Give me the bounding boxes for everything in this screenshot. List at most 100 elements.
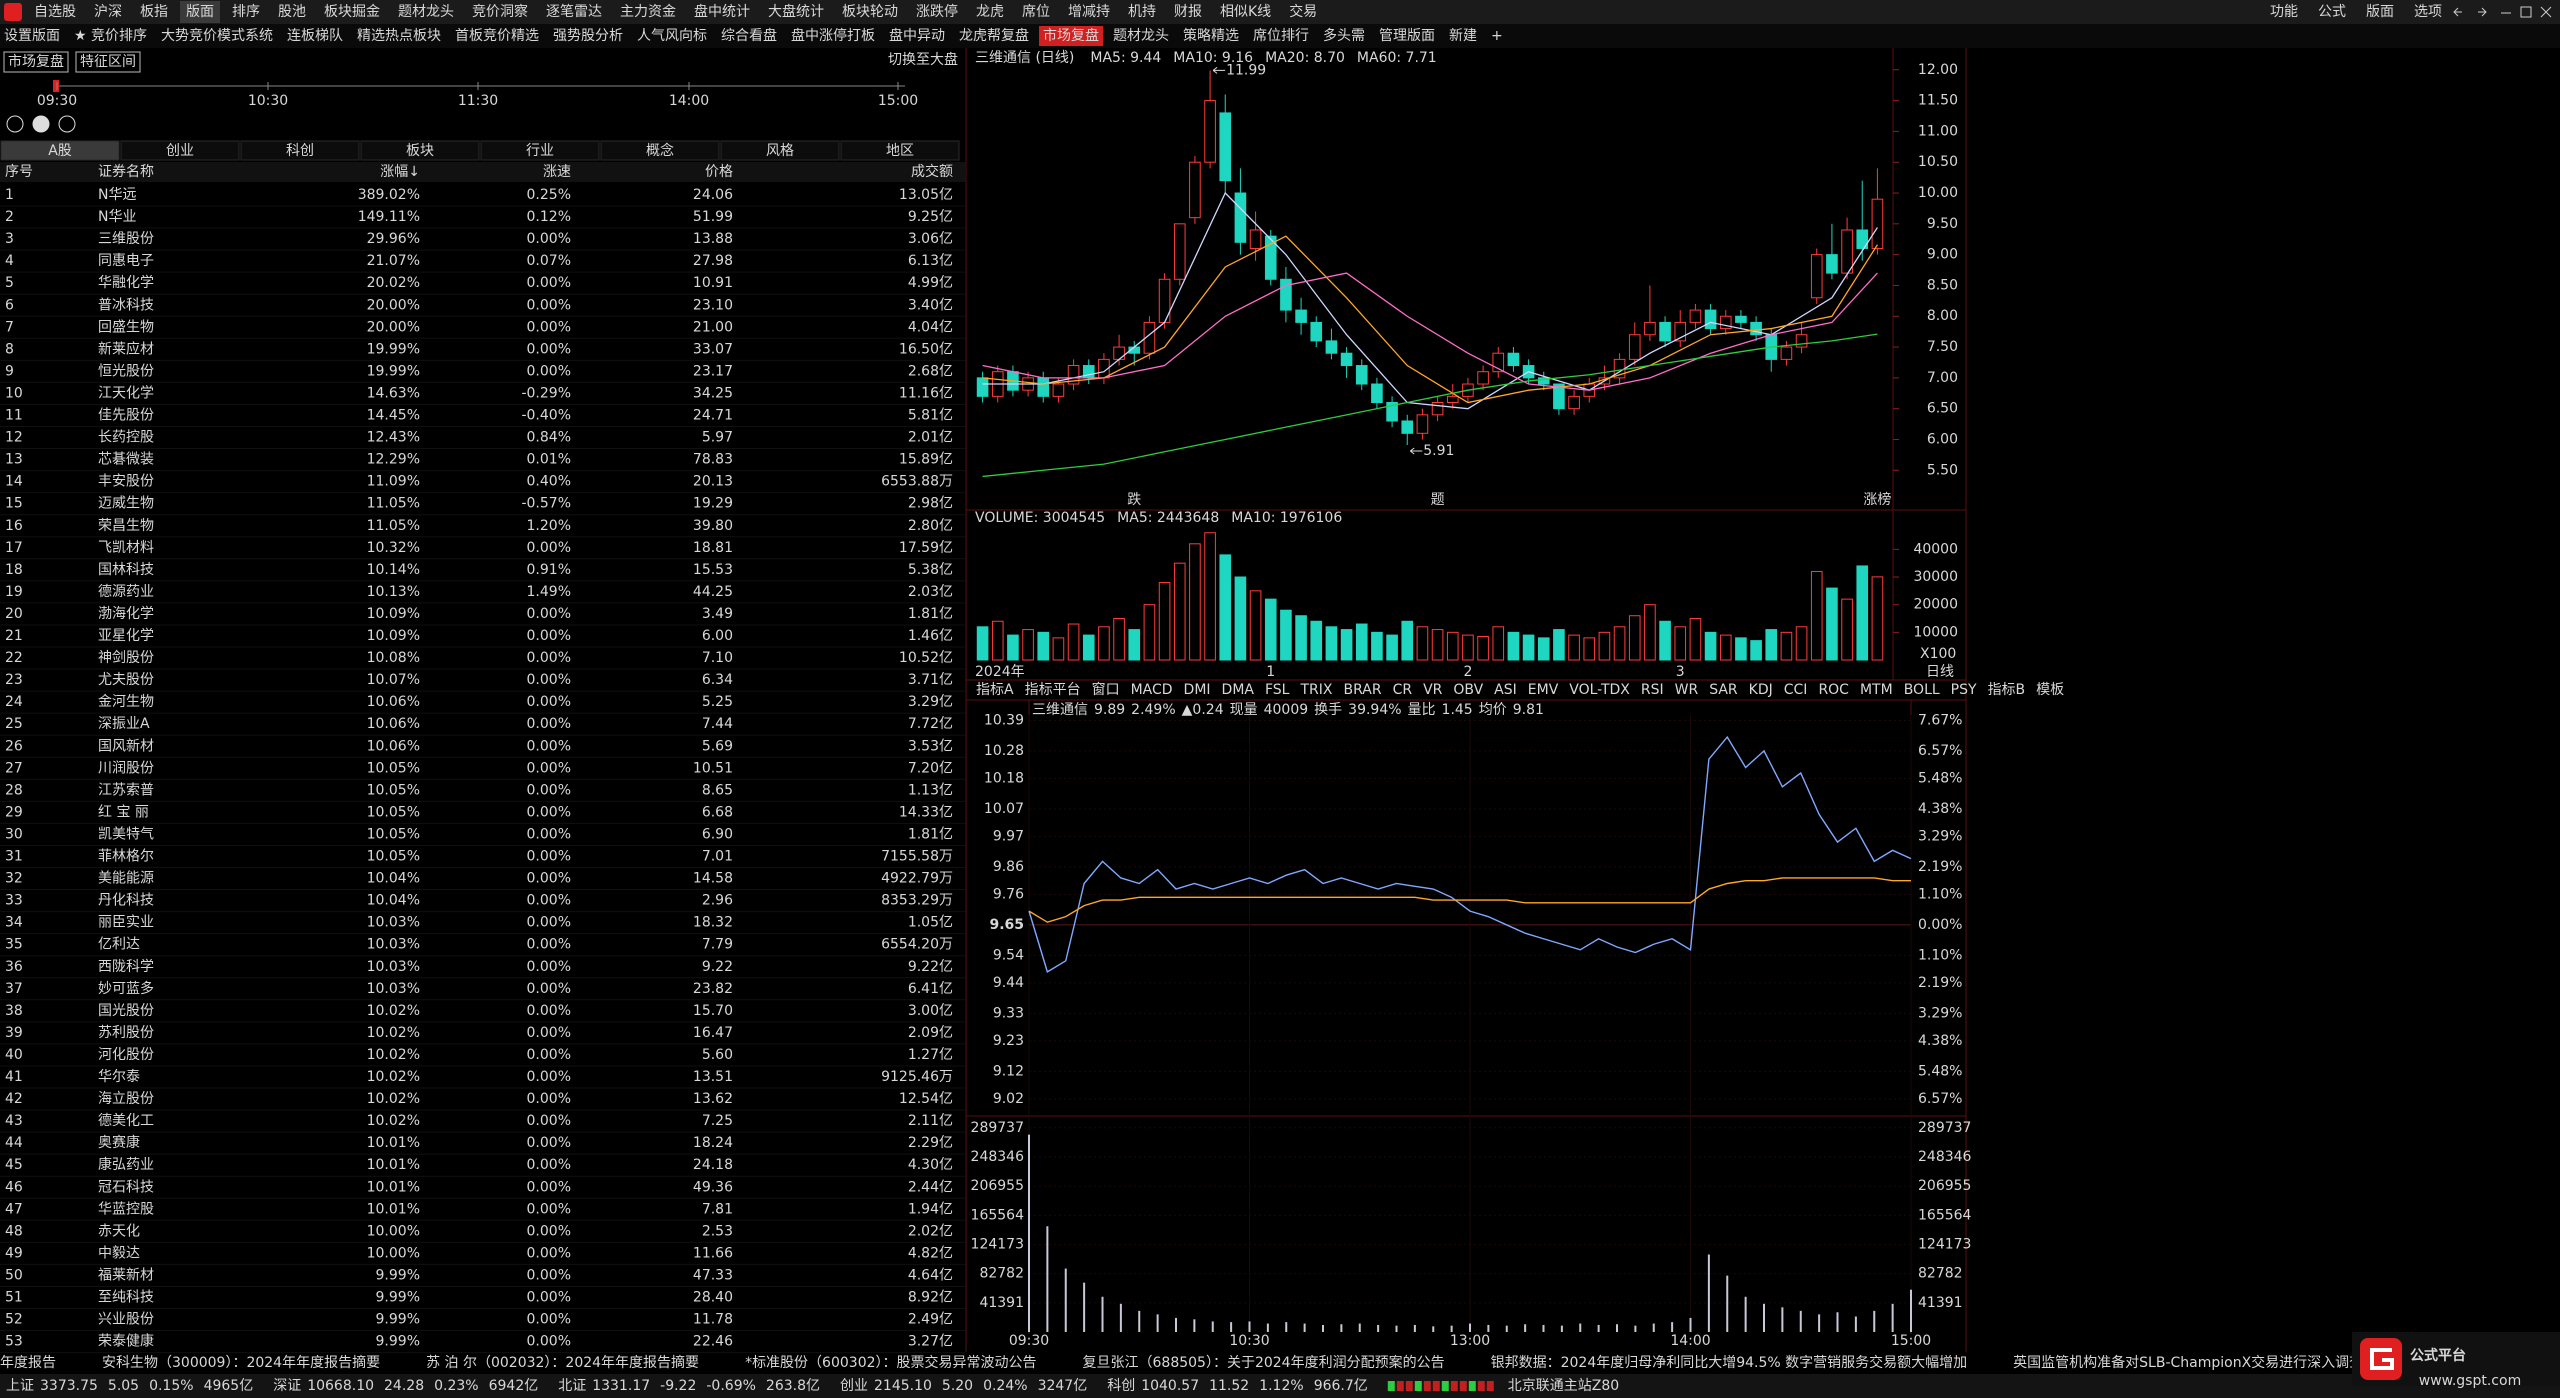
news-item[interactable]: 复旦张江（688505）：关于2024年度利润分配预案的公告 [1083,1354,1445,1371]
menu-item[interactable]: 选项 [2414,4,2442,20]
indicator-tab[interactable]: 窗口 [1092,681,1120,698]
tab[interactable]: 盘中涨停打板 [791,27,875,44]
panel-button-frame[interactable] [3,51,69,73]
indicator-tab[interactable]: FSL [1265,682,1290,698]
tab[interactable]: 管理版面 [1379,28,1435,44]
indicator-tab[interactable]: EMV [1528,682,1559,698]
menu-item[interactable]: 板指 [140,4,168,20]
news-item[interactable]: 安科生物（300009）：2024年年度报告摘要 [102,1354,380,1371]
indicator-tab[interactable]: BOLL [1904,682,1940,698]
menu-item[interactable]: 席位 [1022,4,1050,20]
menu-item[interactable]: 沪深 [94,4,122,20]
menu-item[interactable]: 股池 [278,4,306,20]
indicator-tab[interactable]: 指标B [1988,682,2026,698]
indicator-tab[interactable]: VR [1423,682,1443,698]
tab[interactable]: 人气风向标 [637,28,707,44]
tab[interactable]: 盘中异动 [889,27,945,44]
tab[interactable]: 策略精选 [1183,27,1239,44]
indicator-tab[interactable]: ASI [1494,682,1517,698]
menu-item[interactable]: 自选股 [34,4,76,20]
playback-button[interactable] [6,115,24,133]
category-tab-bg[interactable] [600,140,720,161]
panel-button-frame[interactable] [75,51,141,73]
category-tab[interactable]: 概念 [646,142,674,159]
panel-button[interactable]: 市场复盘 [8,53,64,70]
indicator-tab[interactable]: WR [1675,682,1699,698]
app-icon[interactable] [4,3,22,21]
menu-item[interactable]: 机持 [1128,4,1156,20]
menu-item[interactable]: 版面 [186,4,214,20]
news-item[interactable]: 银邦数据：2024年度归母净利同比大增94.5% 数字营销服务交易额大幅增加 [1491,1354,1968,1371]
category-tab[interactable]: A股 [48,143,72,159]
tab[interactable]: 题材龙头 [1113,28,1169,44]
category-tab[interactable]: 科创 [286,143,314,159]
menu-item[interactable]: 盘中统计 [694,3,750,20]
playback-button[interactable] [58,115,76,133]
column-header[interactable]: 成交额 [911,163,953,180]
tab[interactable]: 龙虎帮复盘 [959,27,1029,44]
indicator-tab[interactable]: DMI [1184,682,1211,698]
window-control[interactable] [2478,7,2487,17]
menu-item[interactable]: 版面 [2366,4,2394,20]
indicator-tab[interactable]: 指标平台 [1025,682,1081,698]
tab[interactable]: 市场复盘 [1043,27,1099,44]
menu-item[interactable]: 功能 [2270,4,2298,20]
window-control[interactable] [2453,7,2462,17]
news-item[interactable]: 年度报告 [0,1355,56,1371]
tab[interactable]: 精选热点板块 [357,28,441,44]
category-tab-bg[interactable] [720,140,840,161]
column-header[interactable]: 序号 [5,164,33,180]
menu-item[interactable]: 龙虎 [976,4,1004,20]
window-control[interactable] [2540,6,2552,18]
tab[interactable]: 连板梯队 [287,28,343,44]
slider-handle[interactable] [53,80,59,92]
tab[interactable]: 强势股分析 [553,28,623,44]
indicator-tab[interactable]: KDJ [1749,682,1773,698]
tab[interactable]: + [1491,28,1503,44]
category-tab[interactable]: 板块 [406,143,434,159]
menu-item[interactable]: 大盘统计 [768,3,824,20]
category-tab-bg[interactable] [240,140,360,161]
category-tab-bg[interactable] [120,140,240,161]
menu-item[interactable]: 板块掘金 [324,4,380,20]
indicator-tab[interactable]: MACD [1131,682,1173,698]
tab[interactable]: ★ 竞价排序 [74,27,147,44]
indicator-tab[interactable]: RSI [1641,682,1664,698]
menu-item[interactable]: 板块轮动 [842,4,898,20]
panel-button[interactable]: 特征区间 [80,54,136,70]
tab[interactable]: 多头需 [1323,27,1365,44]
category-tab[interactable]: 行业 [526,143,554,159]
indicator-tab[interactable]: BRAR [1343,682,1381,698]
category-tab[interactable]: 地区 [886,143,914,159]
switch-link[interactable]: 切换至大盘 [888,51,958,68]
column-header[interactable]: 涨速 [543,164,571,180]
indicator-tab[interactable]: PSY [1951,682,1977,698]
indicator-tab[interactable]: 模板 [2036,682,2064,698]
indicator-tab[interactable]: TRIX [1299,682,1332,698]
menu-item[interactable]: 主力资金 [620,4,676,20]
menu-item[interactable]: 涨跌停 [916,3,958,20]
news-item[interactable]: 英国监管机构准备对SLB-ChampionX交易进行深入调查 [2013,1354,2363,1371]
menu-item[interactable]: 增减持 [1068,4,1110,20]
menu-item[interactable]: 排序 [232,4,260,20]
tab[interactable]: 综合看盘 [721,27,777,44]
menu-item[interactable]: 财报 [1174,4,1202,20]
tab[interactable]: 大势竞价模式系统 [161,27,273,44]
tab[interactable]: 席位排行 [1253,28,1309,44]
window-control[interactable] [2520,6,2532,18]
column-header[interactable]: 价格 [705,164,733,180]
news-item[interactable]: *标准股份（600302）：股票交易异常波动公告 [745,1354,1036,1371]
column-header[interactable]: 涨幅↓ [380,164,420,180]
indicator-tab[interactable]: ROC [1818,682,1849,698]
category-tab[interactable]: 创业 [166,143,194,159]
category-tab-bg[interactable] [840,140,960,161]
menu-item[interactable]: 题材龙头 [398,4,454,20]
indicator-tab[interactable]: VOL-TDX [1569,682,1630,698]
category-tab-bg[interactable] [480,140,600,161]
menu-item[interactable]: 逐笔雷达 [546,4,602,20]
tab[interactable]: 首板竞价精选 [455,27,539,44]
menu-item[interactable]: 竞价洞察 [472,3,528,20]
indicator-tab[interactable]: DMA [1222,682,1255,698]
column-header[interactable]: 证券名称 [98,164,154,180]
indicator-tab[interactable]: MTM [1860,682,1893,698]
